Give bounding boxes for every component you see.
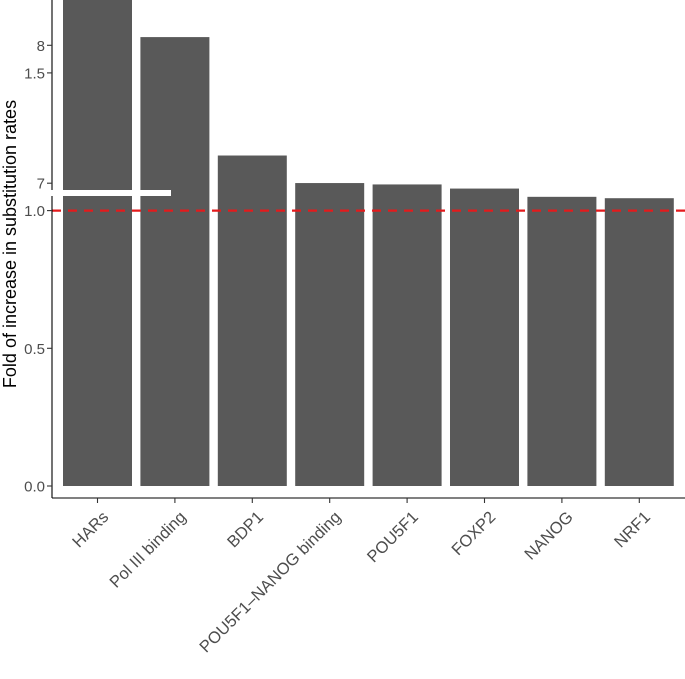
x-tick-label-2: BDP1	[224, 508, 267, 551]
y-axis-label: Fold of increase in substitution rates	[0, 100, 20, 388]
y-tick-label-upper-0: 7	[37, 176, 45, 193]
axis-break-gap-rect	[51, 190, 171, 196]
bar-0-lower	[63, 196, 132, 486]
bar-2	[217, 155, 287, 486]
x-tick-label-1: Pol III binding	[106, 508, 189, 591]
bar-6	[527, 196, 597, 486]
bar-1	[140, 37, 210, 487]
y-ticks-layer: 0.00.51.01.52.078	[24, 38, 52, 496]
x-tick-label-4: POU5F1	[364, 508, 422, 566]
y-tick-label-lower-2: 1.0	[24, 203, 45, 220]
x-tick-label-7: NRF1	[611, 508, 654, 551]
x-tick-label-5: FOXP2	[448, 508, 499, 559]
x-tick-label-0: HARs	[69, 508, 112, 551]
x-tick-label-6: NANOG	[521, 508, 577, 564]
y-tick-label-lower-0: 0.0	[24, 479, 45, 496]
y-tick-label-lower-1: 0.5	[24, 341, 45, 358]
bar-5	[450, 188, 519, 486]
bars-layer	[63, 0, 674, 487]
axis-break-gap	[51, 190, 171, 196]
bar-7	[604, 198, 674, 486]
y-tick-label-upper-1: 8	[37, 38, 45, 55]
y-tick-label-lower-3: 1.5	[24, 65, 45, 82]
x-tick-label-3: POU5F1–NANOG binding	[196, 508, 344, 656]
bar-3	[295, 183, 365, 486]
axes-layer	[51, 0, 685, 503]
bar-4	[372, 184, 442, 486]
bar-0-upper	[63, 0, 132, 191]
